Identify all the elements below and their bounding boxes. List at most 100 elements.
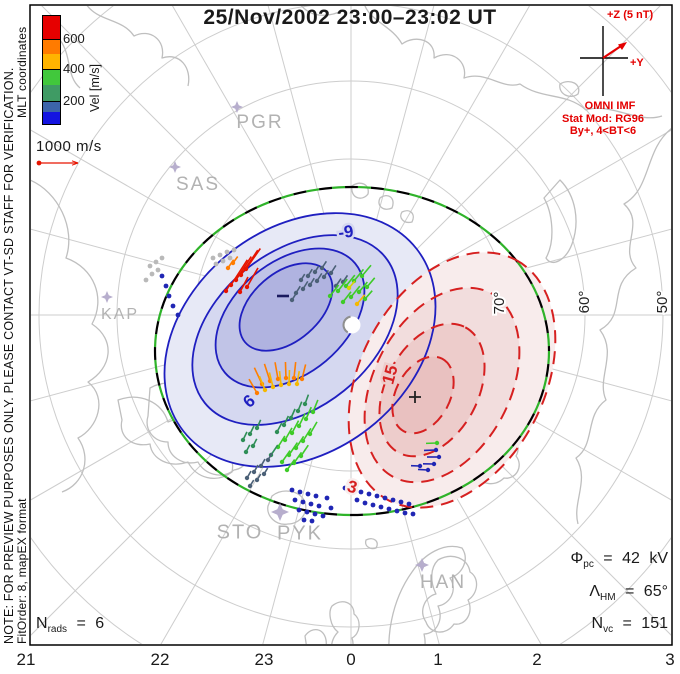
velocity-vector-dot (175, 312, 181, 318)
velocity-vector-dot (316, 503, 322, 509)
plot-border (29, 4, 673, 646)
colorbar-segment (43, 69, 60, 85)
velocity-vector-dot (402, 510, 408, 516)
velocity-vector-line (288, 442, 299, 456)
velocity-vector-dot (300, 499, 306, 505)
station-marker-pgr (231, 101, 243, 113)
velocity-vector-line (295, 285, 301, 294)
velocity-vector-line (345, 274, 356, 287)
velocity-vector-line (256, 419, 262, 429)
velocity-vector-line (309, 421, 318, 435)
station-label-pyk: PYK (277, 522, 323, 544)
station-marker-han (415, 558, 429, 572)
velocity-vector-dot (159, 273, 165, 279)
velocity-vector-dot (378, 504, 384, 510)
reference-vector-arrow (36, 160, 79, 166)
velocity-vector-dot (324, 495, 330, 501)
velocity-vector-line (290, 408, 296, 419)
colorbar-segment (43, 39, 60, 54)
velocity-vector-dot (410, 511, 416, 517)
velocity-vector-dot (147, 263, 153, 269)
velocity-vector-line (235, 256, 252, 281)
velocity-vector-dot (390, 497, 396, 503)
velocity-vector-line (358, 281, 368, 293)
colorbar-segment (43, 16, 60, 39)
negative-contour-label: -9 (337, 222, 355, 243)
velocity-vector-line (323, 269, 330, 278)
velocity-vector-line (304, 394, 310, 405)
velocity-vector-line (258, 375, 266, 391)
velocity-vector-line (284, 427, 293, 441)
imf-dial-axes (580, 26, 628, 96)
velocity-vector-dot (309, 518, 315, 524)
velocity-vector-line (309, 277, 315, 286)
velocity-vector-line (239, 276, 249, 293)
velocity-vector-line (281, 450, 291, 463)
hm-boundary-latitude-stat: ΛHM = 65° (589, 583, 668, 604)
velocity-vector-line (230, 259, 249, 286)
velocity-vector-line (342, 291, 352, 303)
velocity-vector-line (350, 285, 361, 298)
velocity-vector-line (314, 265, 320, 273)
velocity-vector-dot (227, 255, 233, 261)
negative-contour-line (163, 212, 437, 468)
mlt-meridian (172, 6, 313, 248)
velocity-vector-line (242, 431, 248, 441)
velocity-vector-line (366, 277, 376, 288)
velocity-vector-line (307, 268, 313, 277)
velocity-vector-dot (296, 507, 302, 513)
velocity-vector-line (316, 272, 323, 282)
colorbar-tick-400: 400 (63, 61, 85, 76)
station-label-sas: SAS (176, 174, 220, 195)
velocity-vector-dot (374, 493, 380, 499)
velocity-vector-line (293, 362, 297, 379)
velocity-vector-dot (289, 487, 295, 493)
coastline (422, 555, 478, 633)
coastline (59, 6, 190, 89)
colorbar-segment (43, 101, 60, 112)
velocity-vector-dot (213, 261, 219, 267)
velocity-vector-line (263, 363, 271, 382)
velocity-vector-dot (394, 508, 400, 514)
velocity-vector-dot (342, 485, 348, 491)
velocity-vector-line (253, 464, 259, 473)
mlt-meridian (405, 6, 661, 261)
mlt-meridian (418, 129, 671, 277)
colorbar-segment (43, 54, 60, 69)
velocity-vector-dot (305, 491, 311, 497)
velocity-vector-line (245, 248, 261, 270)
velocity-vector-line (283, 415, 290, 426)
velocity-vector-line (329, 284, 340, 297)
imf-model-label: Stat Mod: RG96 (562, 113, 644, 125)
velocity-vector-line (276, 422, 283, 433)
velocity-vector-dot (313, 493, 319, 499)
velocity-vector-line (274, 362, 279, 380)
velocity-vector-line (249, 425, 255, 435)
velocity-vector-line (364, 290, 373, 300)
velocity-vector-line (240, 249, 259, 276)
velocity-vector-dot (350, 487, 356, 493)
velocity-vector-line (300, 273, 306, 281)
coastline (300, 6, 663, 119)
velocity-vector-dot (358, 489, 364, 495)
coastline (351, 182, 414, 224)
velocity-vector-line (302, 427, 312, 442)
colorbar-tick-line (43, 101, 60, 102)
velocity-vector-line (277, 435, 286, 448)
mlt-meridian (389, 6, 530, 248)
velocity-vector-dot (143, 277, 149, 283)
velocity-vector-line (298, 413, 306, 427)
velocity-vector-dot (220, 258, 226, 264)
coastline (575, 128, 671, 525)
cross-polar-cap-potential-stat: Φpc = 42 kV (570, 550, 668, 571)
n-radars-stat: Nrads = 6 (36, 615, 105, 636)
velocity-vector-dot (231, 247, 237, 253)
potential-value: = 42 kV (603, 550, 668, 567)
imf-condition-label: By+, 4<BT<6 (569, 125, 637, 137)
velocity-vector-line (297, 401, 303, 412)
positive-cell-fill (392, 356, 454, 434)
positive-contour-label: 3 (345, 477, 359, 498)
velocity-vector-dot (320, 513, 326, 519)
